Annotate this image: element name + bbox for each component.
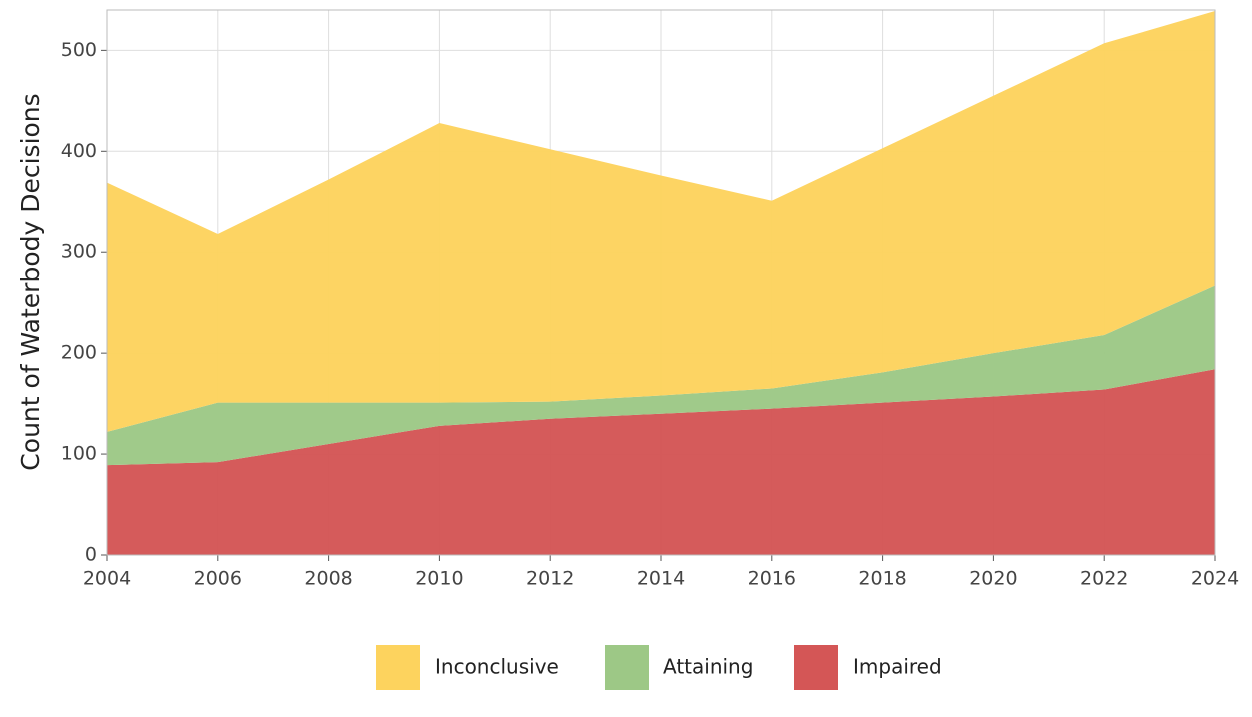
y-axis-label: Count of Waterbody Decisions [16,93,45,470]
plot-frame [106,9,1216,556]
x-tick-label: 2008 [304,568,352,590]
legend-label: Impaired [853,655,942,679]
y-tick-label: 0 [85,544,97,566]
x-tick-label: 2016 [748,568,796,590]
y-tick-label: 200 [61,342,97,364]
y-tick-label: 300 [61,241,97,263]
x-tick-label: 2022 [1080,568,1128,590]
x-tick-label: 2018 [858,568,906,590]
legend-label: Inconclusive [435,655,559,679]
x-tick-label: 2024 [1191,568,1239,590]
y-tick-label: 400 [61,140,97,162]
x-tick-label: 2012 [526,568,574,590]
x-tick-label: 2020 [969,568,1017,590]
area [107,369,1215,555]
legend-swatch [605,645,649,690]
area [107,11,1215,432]
areas [107,11,1215,555]
x-tick-label: 2004 [83,568,131,590]
y-tick-label: 100 [61,443,97,465]
legend-swatch [376,645,420,690]
legend-swatch [794,645,838,690]
x-tick-label: 2006 [194,568,242,590]
x-tick-label: 2014 [637,568,685,590]
legend-label: Attaining [663,655,753,679]
area [107,285,1215,466]
y-tick-label: 500 [61,39,97,61]
x-tick-label: 2010 [415,568,463,590]
